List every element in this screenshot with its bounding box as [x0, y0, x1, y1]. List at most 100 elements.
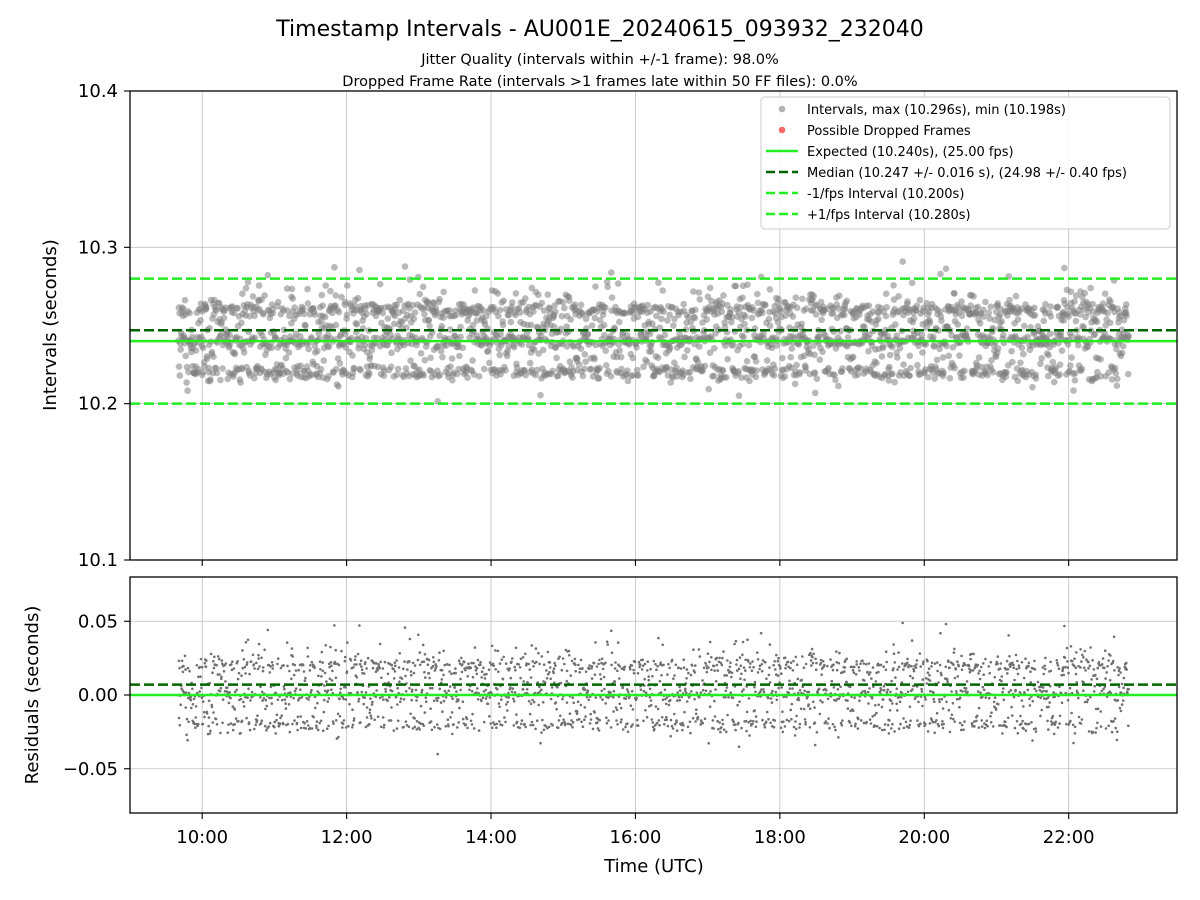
interval-point [1020, 322, 1028, 330]
residual-point [375, 689, 378, 692]
residual-point [182, 664, 185, 668]
residual-point [636, 672, 640, 675]
interval-point [608, 269, 615, 276]
residual-point [787, 691, 791, 695]
residual-point [893, 661, 897, 664]
residual-point [356, 652, 360, 656]
residual-point [1103, 685, 1107, 689]
residual-point [292, 696, 295, 700]
residual-point [601, 667, 605, 671]
residual-point [504, 720, 507, 724]
residual-point [953, 676, 957, 680]
bottom-x-tick-label-6: 22:00 [1043, 827, 1095, 848]
residual-point [895, 687, 899, 690]
residual-point [1066, 699, 1070, 702]
residual-point [688, 720, 692, 724]
residual-point [1099, 710, 1102, 713]
interval-point [325, 343, 333, 351]
residual-point [1066, 666, 1069, 669]
residual-point [788, 687, 792, 690]
interval-point [496, 306, 504, 314]
residual-point [290, 677, 293, 681]
residual-point [1030, 721, 1033, 724]
interval-point [647, 348, 655, 355]
residual-point [280, 698, 284, 702]
interval-point [282, 354, 290, 362]
residual-point [1082, 656, 1085, 659]
residual-point [531, 698, 534, 702]
interval-point [907, 364, 914, 372]
residual-point [422, 660, 426, 663]
residual-point [411, 661, 415, 665]
interval-point [182, 352, 189, 360]
interval-point [251, 334, 259, 342]
interval-point [544, 291, 552, 299]
residual-point [270, 696, 273, 700]
interval-point [624, 367, 631, 375]
interval-point [596, 316, 604, 324]
residual-point [1068, 686, 1072, 690]
residual-point [715, 663, 719, 667]
interval-point [775, 295, 782, 303]
residual-point [326, 700, 330, 703]
interval-point [1018, 344, 1026, 352]
residual-point [941, 726, 945, 730]
residual-point [797, 698, 801, 702]
residual-point [309, 691, 313, 694]
interval-point [376, 280, 384, 288]
residual-point [424, 700, 428, 703]
residual-point [724, 689, 728, 693]
residual-point [334, 662, 337, 666]
residual-point [1017, 666, 1021, 670]
interval-point [987, 303, 995, 311]
residual-point [456, 726, 459, 729]
residual-point [708, 705, 712, 708]
residual-point [776, 659, 780, 663]
residual-point [682, 666, 686, 669]
residual-point [1097, 661, 1101, 664]
residual-point [734, 723, 737, 726]
residual-point [481, 696, 485, 699]
interval-point [288, 285, 296, 293]
residual-point [892, 652, 896, 655]
residual-point [584, 715, 587, 718]
interval-point [244, 278, 252, 286]
residual-point [955, 690, 958, 693]
legend-text-median: Median (10.247 +/- 0.016 s), (24.98 +/- … [807, 166, 1127, 181]
residual-point [794, 727, 798, 731]
residual-point [787, 719, 791, 723]
residual-point [665, 696, 669, 699]
residual-point [1015, 720, 1019, 723]
residual-point [320, 650, 324, 654]
residual-point [379, 660, 383, 664]
interval-point [933, 356, 941, 364]
residual-point [1104, 727, 1108, 730]
interval-point [393, 301, 400, 309]
residual-point [538, 685, 541, 689]
residual-point [798, 722, 802, 726]
residual-point [496, 687, 499, 691]
residual-point [344, 698, 348, 701]
residual-point [341, 722, 345, 725]
interval-point [942, 265, 950, 273]
residual-point [813, 706, 816, 709]
residual-point [663, 723, 666, 726]
residual-point [629, 704, 633, 707]
residual-point [210, 705, 214, 709]
residual-point [1016, 672, 1020, 676]
residual-point [644, 691, 648, 694]
residual-point [1055, 659, 1059, 662]
residual-point [633, 660, 637, 664]
interval-point [1031, 312, 1039, 319]
residual-point [279, 666, 283, 670]
residual-point [1049, 660, 1052, 664]
residual-point [816, 691, 819, 694]
interval-point [922, 341, 929, 348]
interval-point [753, 367, 760, 374]
residual-point [812, 652, 815, 656]
interval-point [849, 353, 857, 361]
interval-point [452, 311, 460, 319]
residual-point [259, 696, 262, 699]
residual-point [938, 700, 941, 704]
residual-point [1087, 660, 1090, 664]
